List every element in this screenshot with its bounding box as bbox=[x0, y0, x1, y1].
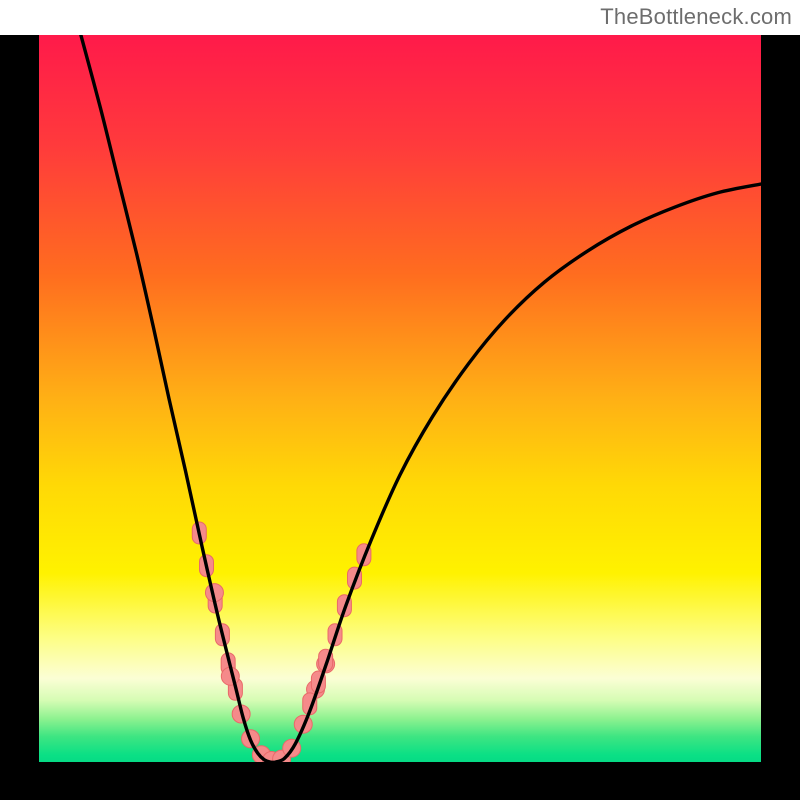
bottleneck-curve bbox=[81, 35, 761, 762]
chart-root: TheBottleneck.com bbox=[0, 0, 800, 800]
curve-layer bbox=[39, 35, 761, 762]
markers-group bbox=[192, 522, 371, 762]
plot-frame bbox=[39, 35, 761, 762]
watermark-text: TheBottleneck.com bbox=[600, 4, 792, 30]
